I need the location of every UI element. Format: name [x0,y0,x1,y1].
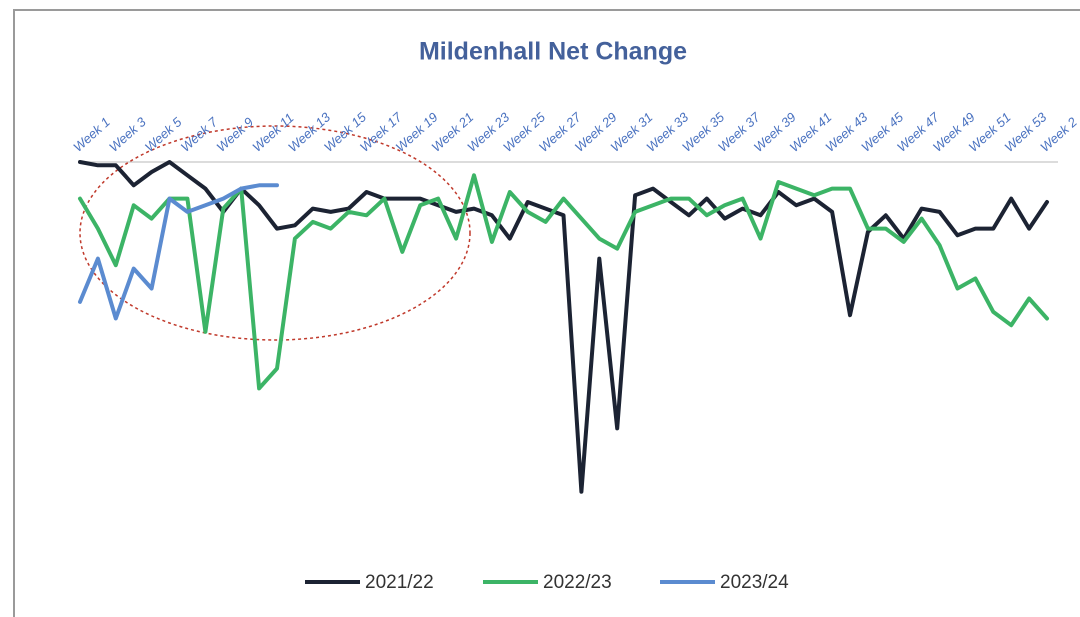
frame [13,9,1080,617]
annotation-ellipse [79,125,471,341]
series-line [78,183,279,321]
legend-label: 2021/22 [365,572,434,593]
chart-title: Mildenhall Net Change [419,38,687,66]
legend-label: 2022/23 [543,572,612,593]
legend-label: 2023/24 [720,572,789,593]
